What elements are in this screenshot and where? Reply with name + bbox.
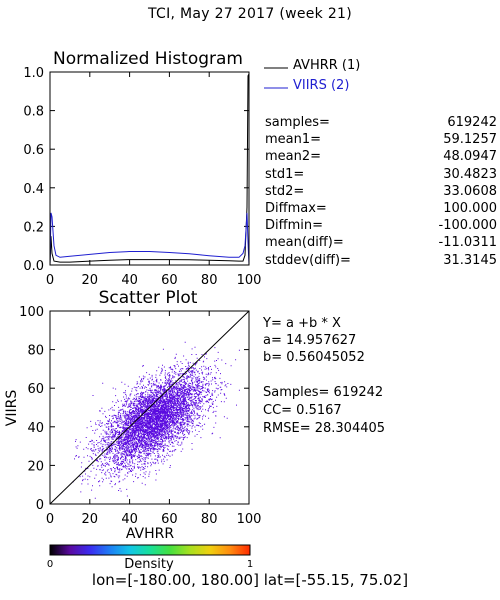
stat-label: stddev(diff)= bbox=[265, 252, 351, 268]
scatter-ytick-label: 20 bbox=[27, 459, 44, 474]
histogram-series-line bbox=[49, 73, 250, 266]
scatter-ytick-label: 100 bbox=[19, 305, 44, 320]
scatter-chart: Scatter Plot 0 20 40 60 80 100 0 20 40 60 80 100 AV… bbox=[4, 288, 261, 542]
legend-viirs-label: VIIRS (2) bbox=[293, 78, 349, 93]
scatter-xtick-label: 60 bbox=[161, 512, 178, 527]
scatter-samples: Samples= 619242 bbox=[263, 385, 384, 400]
stat-value: -11.0311 bbox=[438, 235, 497, 251]
stat-label: Diffmax= bbox=[265, 200, 327, 216]
stat-value: 100.000 bbox=[443, 200, 497, 216]
stat-value: 619242 bbox=[447, 115, 497, 130]
stats-panel: samples= 619242 mean1= 59.1257 mean2= 48.0947… bbox=[265, 114, 497, 269]
stat-value: 48.0947 bbox=[443, 149, 497, 165]
stat-row: mean2= 48.0947 bbox=[265, 148, 497, 165]
stat-value: 30.4823 bbox=[443, 166, 497, 182]
histogram-xtick-label: 100 bbox=[237, 273, 262, 288]
histogram-series-line bbox=[49, 212, 250, 266]
stat-label: std2= bbox=[265, 183, 305, 199]
scatter-title: Scatter Plot bbox=[99, 288, 198, 308]
scatter-xtick-label: 0 bbox=[46, 512, 54, 527]
scatter-points bbox=[72, 341, 240, 499]
regression-b: b= 0.56045052 bbox=[263, 350, 365, 365]
regression-equation: Y= a +b * X bbox=[263, 316, 341, 331]
stat-label: mean2= bbox=[265, 149, 322, 165]
scatter-cc: CC= 0.5167 bbox=[263, 403, 342, 418]
stat-label: mean1= bbox=[265, 132, 322, 148]
histogram-xtick-label: 0 bbox=[46, 273, 54, 288]
stat-row: Diffmin= -100.000 bbox=[265, 217, 497, 234]
histogram-ytick-label: 1.0 bbox=[23, 66, 44, 81]
scatter-ytick-label: 60 bbox=[27, 382, 44, 397]
histogram-title: Normalized Histogram bbox=[53, 49, 243, 69]
domain-footer: lon=[-180.00, 180.00] lat=[-55.15, 75.02… bbox=[91, 571, 409, 589]
histogram-xtick-label: 80 bbox=[201, 273, 218, 288]
density-colorbar: 0 Density 1 bbox=[47, 544, 253, 572]
stat-label: std1= bbox=[265, 166, 305, 182]
histogram-frame bbox=[49, 71, 250, 266]
colorbar-min-label: 0 bbox=[47, 559, 53, 570]
stat-value: 59.1257 bbox=[443, 132, 497, 148]
regression-a: a= 14.957627 bbox=[263, 333, 357, 348]
stat-row: samples= 619242 bbox=[265, 114, 497, 131]
stat-label: Diffmin= bbox=[265, 218, 323, 234]
histogram-xtick-label: 40 bbox=[121, 273, 138, 288]
colorbar-gradient bbox=[49, 544, 251, 556]
colorbar-max-label: 1 bbox=[247, 559, 253, 570]
histogram-ytick-label: 0.4 bbox=[23, 182, 44, 197]
scatter-ylabel: VIIRS bbox=[4, 390, 20, 427]
histogram-xtick-label: 20 bbox=[82, 273, 99, 288]
scatter-ytick-label: 40 bbox=[27, 421, 44, 436]
scatter-points-cloud bbox=[72, 341, 240, 499]
stat-row: Diffmax= 100.000 bbox=[265, 200, 497, 217]
colorbar-title: Density bbox=[124, 557, 174, 572]
page-title: TCI, May 27 2017 (week 21) bbox=[147, 6, 353, 22]
histogram-series bbox=[49, 73, 250, 266]
stat-row: std2= 33.0608 bbox=[265, 183, 497, 200]
histogram-xtick-label: 60 bbox=[161, 273, 178, 288]
histogram-ytick-label: 0.2 bbox=[23, 220, 44, 235]
histogram-legend: AVHRR (1) VIIRS (2) bbox=[264, 58, 360, 93]
scatter-xtick-label: 40 bbox=[121, 512, 138, 527]
scatter-xtick-label: 80 bbox=[201, 512, 218, 527]
scatter-xtick-label: 20 bbox=[82, 512, 99, 527]
histogram-ytick-label: 0.8 bbox=[23, 105, 44, 120]
stat-value: -100.000 bbox=[438, 218, 497, 234]
stat-label: mean(diff)= bbox=[265, 235, 344, 251]
histogram-ytick-label: 0.6 bbox=[23, 143, 44, 158]
legend-avhrr-label: AVHRR (1) bbox=[293, 58, 360, 73]
scatter-xtick-label: 100 bbox=[237, 512, 262, 527]
histogram-chart: Normalized Histogram 0 20 40 60 80 1000.00.20… bbox=[23, 49, 261, 288]
one-to-one-line bbox=[49, 310, 250, 505]
stat-value: 33.0608 bbox=[443, 183, 497, 199]
scatter-rmse: RMSE= 28.304405 bbox=[263, 421, 386, 436]
stat-row: mean(diff)= -11.0311 bbox=[265, 234, 497, 251]
stat-value: 31.3145 bbox=[443, 252, 497, 268]
scatter-ytick-label: 80 bbox=[27, 344, 44, 359]
scatter-ytick-label: 0 bbox=[36, 498, 44, 513]
stat-row: std1= 30.4823 bbox=[265, 166, 497, 183]
histogram-ytick-label: 0.0 bbox=[23, 259, 44, 274]
scatter-xlabel: AVHRR bbox=[126, 526, 175, 542]
histogram-ticks: 0 20 40 60 80 100 0.0 0.2 0.4 0.6 0.8 1.0 bbox=[23, 66, 261, 288]
stat-label: samples= bbox=[265, 115, 330, 130]
stat-row: stddev(diff)= 31.3145 bbox=[265, 252, 497, 269]
stat-row: mean1= 59.1257 bbox=[265, 131, 497, 148]
scatter-frame bbox=[49, 310, 250, 505]
scatter-ticks: 0 20 40 60 80 100 0 20 40 60 80 100 bbox=[19, 305, 261, 527]
